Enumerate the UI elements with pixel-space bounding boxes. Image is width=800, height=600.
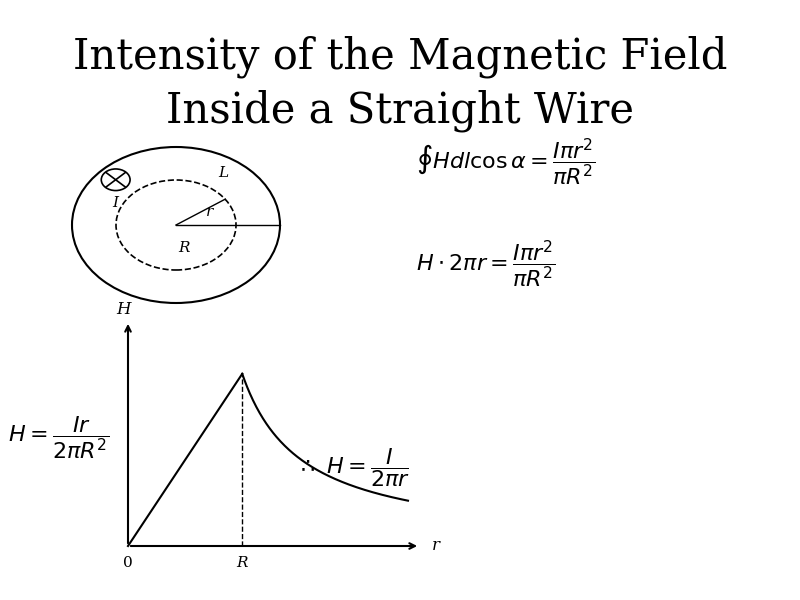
Text: H: H — [117, 301, 131, 317]
Text: $\therefore\ H = \dfrac{I}{2\pi r}$: $\therefore\ H = \dfrac{I}{2\pi r}$ — [296, 446, 410, 490]
Text: $\oint Hdl\cos\alpha = \dfrac{I\pi r^{2}}{\pi R^{2}}$: $\oint Hdl\cos\alpha = \dfrac{I\pi r^{2}… — [416, 136, 595, 188]
Text: r: r — [432, 538, 440, 554]
Text: $H \cdot 2\pi r = \dfrac{I\pi r^{2}}{\pi R^{2}}$: $H \cdot 2\pi r = \dfrac{I\pi r^{2}}{\pi… — [416, 238, 555, 290]
Text: I: I — [113, 196, 118, 209]
Text: $H = \dfrac{Ir}{2\pi R^{2}}$: $H = \dfrac{Ir}{2\pi R^{2}}$ — [8, 415, 109, 461]
Text: Inside a Straight Wire: Inside a Straight Wire — [166, 90, 634, 132]
Text: 0: 0 — [123, 556, 133, 570]
Text: r: r — [206, 205, 214, 219]
Text: Intensity of the Magnetic Field: Intensity of the Magnetic Field — [73, 36, 727, 78]
Text: R: R — [178, 241, 190, 255]
Text: L: L — [218, 166, 228, 180]
Text: R: R — [237, 556, 248, 570]
